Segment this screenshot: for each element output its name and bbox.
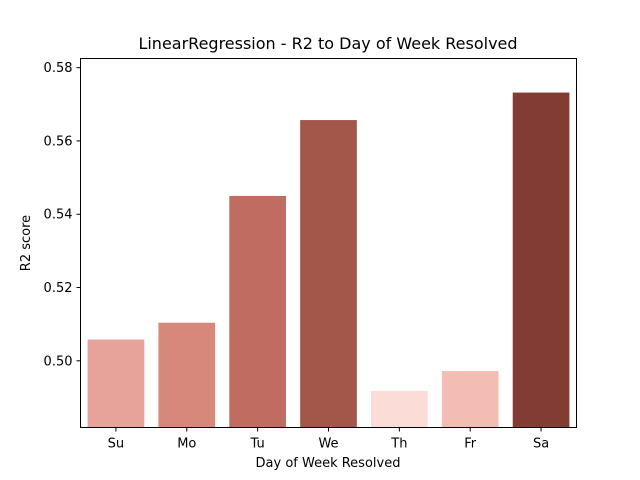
y-tick-label: 0.58 xyxy=(44,61,73,76)
x-tick-label: Mo xyxy=(177,437,196,452)
bar-mo xyxy=(158,322,216,428)
x-axis-label: Day of Week Resolved xyxy=(256,456,401,471)
bar-th xyxy=(371,390,428,428)
bar-we xyxy=(300,120,357,428)
x-tick-label: Tu xyxy=(250,437,265,452)
x-tick-label: Su xyxy=(108,437,125,452)
bar-sa xyxy=(512,92,570,428)
y-tick-label: 0.54 xyxy=(44,208,73,223)
y-tick-label: 0.52 xyxy=(44,281,73,296)
bar-su xyxy=(87,339,145,428)
plot-frame xyxy=(80,58,577,428)
chart-title: LinearRegression - R2 to Day of Week Res… xyxy=(138,34,517,53)
y-axis-ticks: 0.50 0.52 0.54 0.56 0.58 xyxy=(44,61,81,369)
x-tick-label: Fr xyxy=(464,437,477,452)
x-tick-label: We xyxy=(318,437,338,452)
y-axis-label: R2 score xyxy=(19,215,34,271)
y-tick-label: 0.56 xyxy=(44,134,73,149)
bar-fr xyxy=(441,371,499,428)
x-tick-label: Th xyxy=(390,437,407,452)
x-axis-ticks: Su Mo Tu We Th Fr Sa xyxy=(108,427,549,452)
bar-tu xyxy=(229,195,286,428)
y-tick-label: 0.50 xyxy=(44,354,73,369)
bars-group xyxy=(87,92,570,428)
x-tick-label: Sa xyxy=(533,437,549,452)
